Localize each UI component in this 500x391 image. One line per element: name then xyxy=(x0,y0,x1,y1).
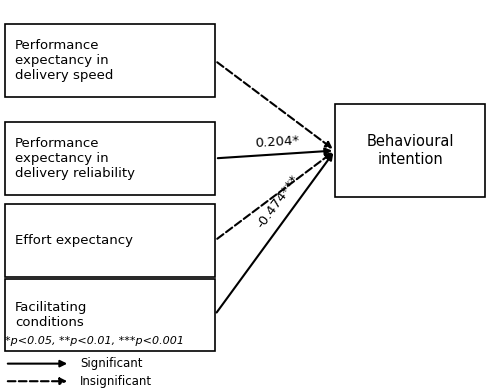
Text: 0.204*: 0.204* xyxy=(254,134,300,150)
Bar xyxy=(335,104,485,197)
Text: Performance
expectancy in
delivery speed: Performance expectancy in delivery speed xyxy=(15,39,114,82)
Bar xyxy=(5,122,215,194)
Bar xyxy=(5,24,215,97)
Text: Performance
expectancy in
delivery reliability: Performance expectancy in delivery relia… xyxy=(15,137,135,180)
Text: -0.474***: -0.474*** xyxy=(254,172,302,231)
Text: Effort expectancy: Effort expectancy xyxy=(15,234,133,247)
Text: Significant: Significant xyxy=(80,357,142,370)
Bar xyxy=(5,204,215,277)
Text: Behavioural
intention: Behavioural intention xyxy=(366,135,454,167)
Text: Insignificant: Insignificant xyxy=(80,375,152,388)
Text: Facilitating
conditions: Facilitating conditions xyxy=(15,301,88,329)
Bar xyxy=(5,278,215,351)
Text: *p<0.05, **p<0.01, ***p<0.001: *p<0.05, **p<0.01, ***p<0.001 xyxy=(5,336,184,346)
